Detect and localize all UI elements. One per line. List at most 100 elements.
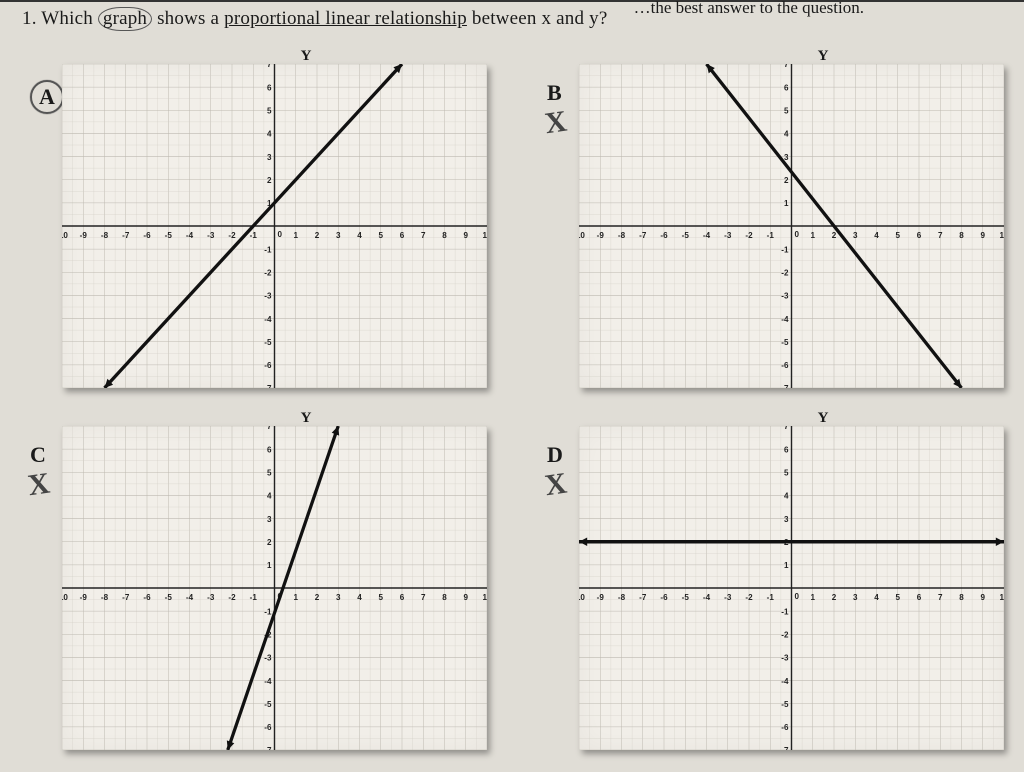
svg-text:-4: -4 bbox=[264, 314, 272, 324]
svg-text:-5: -5 bbox=[781, 337, 789, 347]
svg-text:-10: -10 bbox=[62, 592, 68, 602]
svg-text:-5: -5 bbox=[165, 230, 173, 240]
svg-text:1: 1 bbox=[810, 230, 815, 240]
graph-panel-C: -10-9-8-7-6-5-4-3-2-1012345678910-7-6-5-… bbox=[62, 426, 487, 750]
svg-text:6: 6 bbox=[784, 444, 789, 454]
svg-text:7: 7 bbox=[784, 426, 789, 431]
svg-text:3: 3 bbox=[853, 230, 858, 240]
svg-text:2: 2 bbox=[832, 230, 837, 240]
svg-text:-6: -6 bbox=[264, 722, 272, 732]
graph-panel-A: -10-9-8-7-6-5-4-3-2-1012345678910-7-6-5-… bbox=[62, 64, 487, 388]
svg-text:-8: -8 bbox=[618, 230, 626, 240]
svg-text:3: 3 bbox=[267, 514, 272, 524]
svg-text:-8: -8 bbox=[101, 592, 109, 602]
svg-text:-6: -6 bbox=[264, 360, 272, 370]
svg-text:-9: -9 bbox=[80, 592, 88, 602]
svg-text:7: 7 bbox=[938, 592, 943, 602]
svg-text:4: 4 bbox=[357, 592, 362, 602]
svg-text:-2: -2 bbox=[745, 230, 753, 240]
svg-text:-7: -7 bbox=[264, 745, 272, 750]
svg-text:7: 7 bbox=[267, 426, 272, 431]
svg-text:-3: -3 bbox=[207, 592, 215, 602]
q-mid: shows a bbox=[152, 8, 224, 29]
svg-text:2: 2 bbox=[315, 230, 320, 240]
svg-text:-6: -6 bbox=[660, 592, 668, 602]
q-post: between x and y? bbox=[467, 8, 608, 29]
q-circled: graph bbox=[98, 7, 152, 31]
svg-text:-10: -10 bbox=[62, 230, 68, 240]
svg-text:10: 10 bbox=[482, 230, 487, 240]
svg-text:9: 9 bbox=[463, 230, 468, 240]
worksheet-page: …the best answer to the question. 1. Whi… bbox=[0, 0, 1024, 772]
svg-text:-3: -3 bbox=[724, 230, 732, 240]
svg-text:3: 3 bbox=[267, 152, 272, 162]
svg-text:5: 5 bbox=[378, 592, 383, 602]
svg-text:-1: -1 bbox=[250, 230, 258, 240]
svg-text:10: 10 bbox=[999, 592, 1004, 602]
svg-text:5: 5 bbox=[895, 230, 900, 240]
svg-text:0: 0 bbox=[278, 229, 283, 239]
svg-text:-7: -7 bbox=[639, 592, 647, 602]
svg-text:-1: -1 bbox=[264, 244, 272, 254]
svg-text:-8: -8 bbox=[618, 592, 626, 602]
svg-text:-8: -8 bbox=[101, 230, 109, 240]
svg-text:2: 2 bbox=[267, 175, 272, 185]
svg-text:1: 1 bbox=[293, 592, 298, 602]
svg-text:-4: -4 bbox=[186, 230, 194, 240]
svg-text:-6: -6 bbox=[143, 230, 151, 240]
svg-text:6: 6 bbox=[917, 230, 922, 240]
graph-B: BXYX-10-9-8-7-6-5-4-3-2-1012345678910-7-… bbox=[527, 50, 1014, 402]
svg-text:-9: -9 bbox=[80, 230, 88, 240]
svg-text:-6: -6 bbox=[143, 592, 151, 602]
svg-text:-3: -3 bbox=[264, 290, 272, 300]
svg-text:6: 6 bbox=[784, 82, 789, 92]
svg-text:-9: -9 bbox=[597, 592, 605, 602]
svg-text:-1: -1 bbox=[250, 592, 258, 602]
svg-text:-3: -3 bbox=[264, 652, 272, 662]
svg-text:6: 6 bbox=[267, 444, 272, 454]
svg-text:4: 4 bbox=[784, 128, 789, 138]
svg-text:4: 4 bbox=[267, 490, 272, 500]
y-axis-label: Y bbox=[301, 410, 312, 427]
svg-text:3: 3 bbox=[784, 152, 789, 162]
svg-text:-2: -2 bbox=[781, 629, 789, 639]
svg-text:2: 2 bbox=[267, 537, 272, 547]
svg-text:7: 7 bbox=[784, 64, 789, 69]
svg-text:-5: -5 bbox=[264, 699, 272, 709]
svg-text:2: 2 bbox=[784, 175, 789, 185]
svg-text:3: 3 bbox=[784, 514, 789, 524]
svg-text:7: 7 bbox=[938, 230, 943, 240]
svg-text:5: 5 bbox=[378, 230, 383, 240]
svg-text:9: 9 bbox=[980, 592, 985, 602]
svg-text:-5: -5 bbox=[682, 230, 690, 240]
svg-text:-7: -7 bbox=[264, 383, 272, 388]
svg-text:1: 1 bbox=[810, 592, 815, 602]
choice-label-D: D bbox=[547, 442, 563, 468]
y-axis-label: Y bbox=[818, 48, 829, 65]
svg-text:-4: -4 bbox=[264, 676, 272, 686]
svg-text:-4: -4 bbox=[781, 314, 789, 324]
svg-text:-1: -1 bbox=[767, 230, 775, 240]
question-text: 1. Which graph shows a proportional line… bbox=[22, 8, 608, 30]
svg-text:-6: -6 bbox=[781, 722, 789, 732]
svg-text:-1: -1 bbox=[767, 592, 775, 602]
svg-text:8: 8 bbox=[959, 592, 964, 602]
choice-label-A: A bbox=[30, 80, 64, 114]
svg-text:-4: -4 bbox=[703, 230, 711, 240]
svg-text:-2: -2 bbox=[745, 592, 753, 602]
svg-text:3: 3 bbox=[853, 592, 858, 602]
svg-text:4: 4 bbox=[267, 128, 272, 138]
svg-text:6: 6 bbox=[400, 230, 405, 240]
svg-text:4: 4 bbox=[357, 230, 362, 240]
choice-label-C: C bbox=[30, 442, 46, 468]
svg-text:-6: -6 bbox=[781, 360, 789, 370]
svg-text:8: 8 bbox=[442, 592, 447, 602]
graph-panel-B: -10-9-8-7-6-5-4-3-2-1012345678910-7-6-5-… bbox=[579, 64, 1004, 388]
x-mark-C: X bbox=[26, 467, 52, 504]
svg-text:1: 1 bbox=[784, 198, 789, 208]
svg-text:1: 1 bbox=[267, 560, 272, 570]
instruction-fragment: …the best answer to the question. bbox=[634, 0, 864, 18]
svg-text:-1: -1 bbox=[781, 244, 789, 254]
svg-text:7: 7 bbox=[421, 230, 426, 240]
svg-text:4: 4 bbox=[784, 490, 789, 500]
